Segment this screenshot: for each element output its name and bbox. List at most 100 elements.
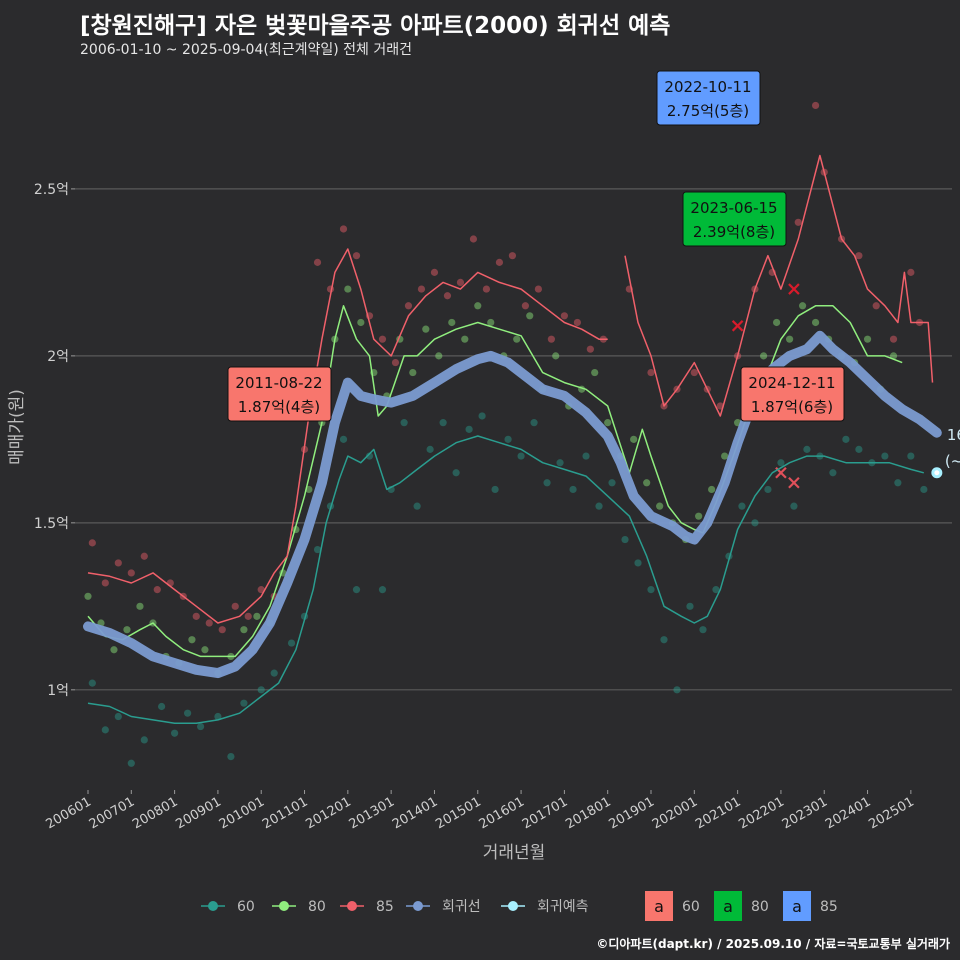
series-line-85	[87, 248, 608, 624]
data-point-60	[647, 586, 655, 594]
y-axis-label: 매매가(원)	[7, 389, 27, 465]
data-point-80	[448, 318, 456, 327]
annotation-box	[740, 366, 845, 422]
data-point-80	[863, 335, 872, 343]
data-point-85	[811, 101, 820, 110]
legend: 60 80 85 회귀선 회귀예측 a 60 a 80 a 85	[201, 891, 838, 921]
data-point-60	[452, 469, 460, 477]
legend-label: 85	[376, 899, 394, 915]
data-point-85	[153, 586, 161, 594]
data-point-60	[569, 485, 577, 494]
x-tick-label: 200801	[130, 794, 180, 832]
data-point-85	[889, 335, 898, 343]
legend-key-dot	[208, 901, 218, 911]
data-point-60	[439, 419, 447, 427]
legend-fill-glyph: a	[654, 897, 664, 916]
data-point-60	[184, 709, 192, 717]
legend-fill-item: a 80	[714, 891, 769, 921]
series-line-85b	[624, 154, 934, 417]
data-point-60	[660, 636, 668, 644]
y-tick-label: 2.5억	[34, 182, 69, 198]
data-point-60	[738, 502, 746, 510]
x-tick-label: 201701	[520, 794, 570, 832]
data-point-60	[257, 686, 265, 694]
cross-marker-stroke	[788, 476, 800, 489]
data-point-60	[621, 535, 629, 544]
data-point-85	[313, 258, 322, 266]
data-point-60	[196, 722, 205, 731]
annotation-date: 2011-08-22	[235, 374, 322, 392]
x-tick-label: 202301	[780, 794, 830, 832]
cross-marker	[788, 476, 800, 489]
data-point-60	[595, 502, 603, 510]
data-point-60	[543, 479, 551, 487]
data-point-60	[127, 759, 135, 767]
y-tick-label: 2억	[47, 349, 69, 365]
data-point-80	[695, 512, 703, 520]
legend-key-dot	[279, 901, 289, 911]
legend-key-dot	[347, 901, 357, 911]
data-point-80	[785, 335, 794, 343]
data-point-80	[798, 302, 807, 310]
x-tick-label: 202201	[736, 794, 786, 832]
data-point-60	[270, 669, 278, 677]
data-point-85	[521, 302, 530, 310]
data-point-85	[218, 626, 226, 634]
legend-fill-label: 60	[682, 899, 700, 915]
data-point-60	[608, 479, 616, 487]
data-point-80	[889, 352, 898, 360]
legend-fill-glyph: a	[723, 897, 733, 916]
legend-fill-swatch	[783, 891, 811, 921]
chart-subtitle: 2006-01-10 ~ 2025-09-04(최근계약일) 전체 거래건	[80, 42, 412, 58]
x-tick-label: 201301	[347, 794, 397, 832]
data-point-60	[365, 452, 374, 460]
legend-label: 80	[308, 899, 326, 915]
data-point-80	[721, 452, 729, 460]
x-tick-label: 202101	[693, 794, 743, 832]
legend-fill-item: a 85	[783, 891, 838, 921]
data-point-60	[790, 502, 798, 510]
data-point-60	[88, 679, 96, 687]
cross-marker-stroke	[731, 320, 744, 332]
forecast-value-label: 16,500	[947, 426, 960, 444]
data-point-85	[257, 586, 265, 594]
data-point-80	[526, 312, 534, 320]
data-point-80	[773, 318, 781, 327]
data-point-80	[513, 335, 521, 343]
data-point-85	[855, 252, 863, 260]
data-point-85	[573, 318, 581, 327]
data-point-60	[894, 479, 902, 487]
data-point-80	[136, 602, 144, 610]
x-tick-label: 201901	[607, 794, 657, 832]
annotation-label: 2011-08-22 1.87억(4층)	[227, 366, 332, 422]
data-point-85	[339, 225, 348, 233]
data-point-60	[530, 419, 538, 427]
annotation-date: 2023-06-15	[690, 199, 777, 217]
data-point-80	[344, 285, 352, 293]
data-point-60	[881, 452, 889, 460]
cross-marker	[788, 283, 800, 295]
data-point-60	[855, 445, 863, 453]
data-point-80	[591, 368, 599, 377]
credit-text: ©디아파트(dapt.kr) / 2025.09.10 / 자료=국토교통부 실…	[596, 937, 950, 951]
data-point-85	[495, 258, 504, 266]
data-point-85	[443, 292, 452, 300]
data-point-85	[101, 579, 109, 587]
data-point-60	[378, 586, 387, 594]
data-point-60	[413, 502, 421, 510]
data-point-80	[123, 626, 131, 634]
cross-marker-stroke	[775, 466, 787, 479]
x-tick-label: 201601	[477, 794, 527, 832]
data-point-85	[378, 335, 387, 343]
data-point-85	[534, 285, 543, 293]
y-tick-label: 1억	[47, 683, 69, 699]
x-tick-label: 201101	[260, 794, 310, 832]
data-point-85	[456, 278, 465, 287]
x-tick-label: 201501	[433, 794, 483, 832]
legend-item: 회귀예측	[501, 899, 589, 915]
data-point-85	[231, 602, 239, 610]
annotation-box	[656, 70, 761, 126]
legend-key-dot	[413, 901, 423, 911]
data-point-60	[699, 626, 707, 634]
